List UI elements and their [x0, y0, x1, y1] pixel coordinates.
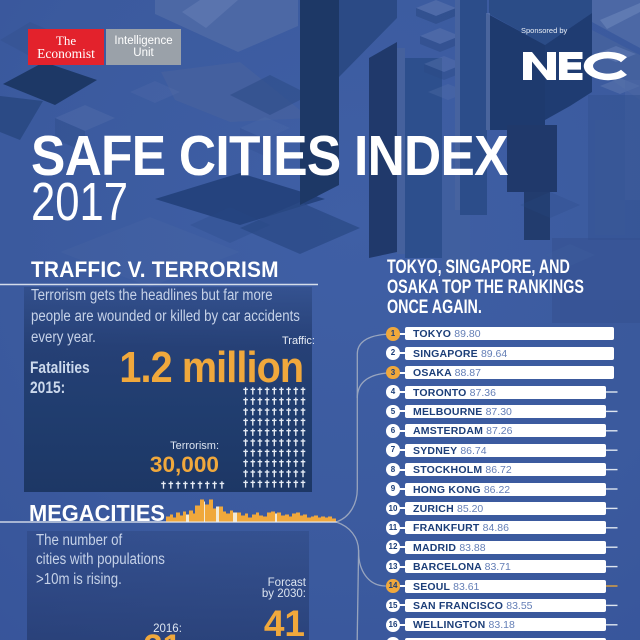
svg-text:Sponsored by: Sponsored by	[521, 26, 568, 35]
